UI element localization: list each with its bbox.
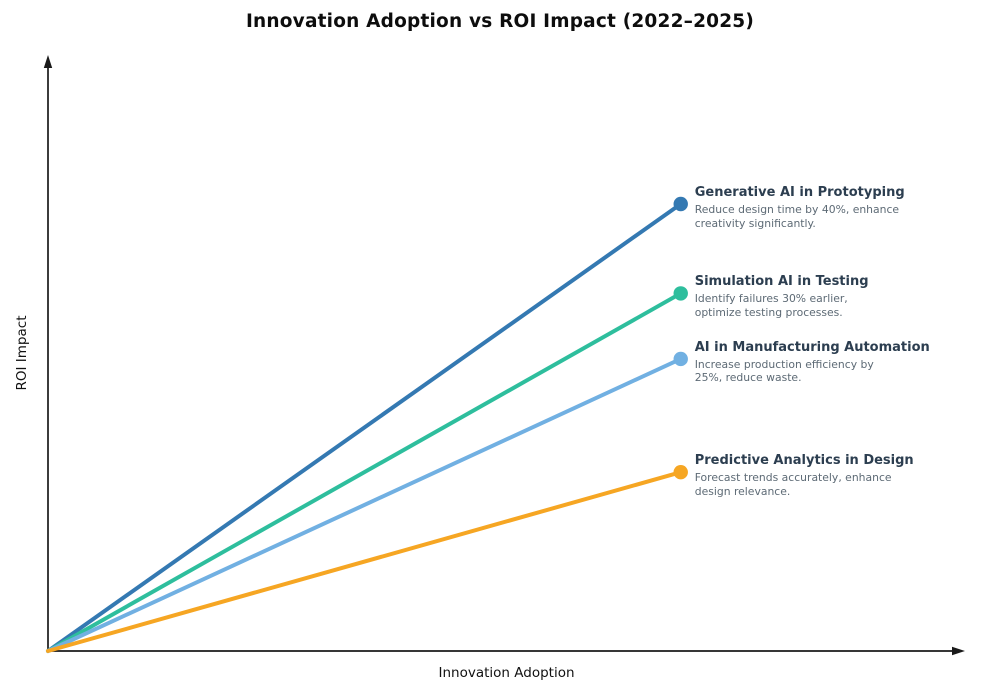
series-annotation-description: Forecast trends accurately, enhance desi…	[694, 471, 892, 498]
series-annotation-title: Simulation AI in Testing	[694, 274, 869, 290]
series-annotation-3: Predictive Analytics in Design Forecast t…	[695, 453, 914, 498]
series-annotation-0: Generative AI in Prototyping Reduce desig…	[695, 185, 905, 230]
series-annotation-title: AI in Manufacturing Automation	[694, 339, 930, 355]
series-line-0	[46, 202, 683, 653]
chart-title: Innovation Adoption vs ROI Impact (2022–…	[245, 11, 755, 32]
series-annotation-title: Predictive Analytics in Design	[694, 453, 914, 469]
series-endpoint-dot-1	[673, 286, 688, 301]
series-annotation-title: Generative AI in Prototyping	[694, 185, 905, 200]
x-axis-label: Innovation Adoption	[438, 665, 575, 681]
series-annotation-description: Reduce design time by 40%, enhance creat…	[694, 203, 900, 230]
series-annotation-1: Simulation AI in Testing Identify failure…	[695, 274, 869, 319]
series-endpoint-dot-2	[673, 351, 688, 367]
series-endpoint-dot-0	[673, 196, 688, 212]
series-annotation-description: Identify failures 30% earlier, optimize …	[694, 292, 848, 319]
y-axis-arrowhead	[43, 55, 53, 68]
series-endpoint-dot-3	[673, 465, 688, 480]
series-annotation-2: AI in Manufacturing Automation Increase p…	[695, 340, 930, 385]
series-line-3	[46, 470, 683, 653]
x-axis-arrowhead	[952, 646, 965, 656]
series-annotation-description: Increase production efficiency by 25%, r…	[694, 357, 874, 385]
series-line-2	[46, 356, 683, 653]
y-axis-label: ROI Impact	[14, 315, 30, 391]
series-line-1	[46, 291, 683, 653]
